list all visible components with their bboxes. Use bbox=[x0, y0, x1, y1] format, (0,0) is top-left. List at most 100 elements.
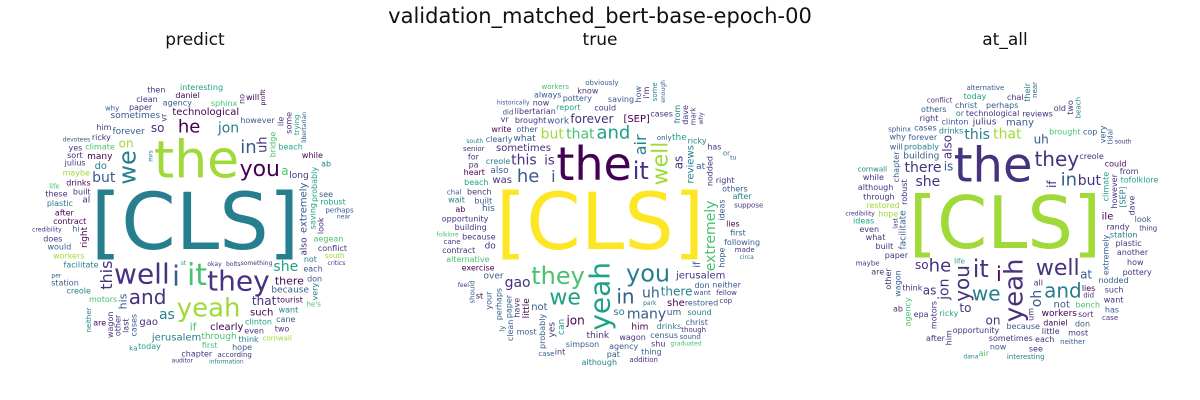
cloud-word: tofolklore bbox=[1121, 175, 1159, 184]
cloud-word: what bbox=[866, 233, 886, 242]
cloud-word: tu bbox=[730, 154, 736, 161]
cloud-word: restored bbox=[866, 201, 899, 210]
cloud-word: there bbox=[275, 274, 304, 287]
cloud-word: life bbox=[49, 182, 60, 190]
cloud-word: why bbox=[698, 112, 705, 125]
cloud-word: tourist bbox=[277, 296, 303, 305]
cloud-word: sort bbox=[67, 151, 83, 160]
cloud-word: according bbox=[218, 351, 252, 359]
cloud-word: vr bbox=[159, 113, 168, 122]
cloud-word: wait bbox=[448, 196, 465, 205]
wordcloud-panel-at-all: at_all [CLS] the yeah it well they i you we and in… bbox=[825, 30, 1185, 400]
cloud-word: the bbox=[954, 137, 1033, 193]
cloud-word: st bbox=[476, 292, 483, 301]
cloud-word: don bbox=[307, 275, 322, 284]
cloud-word: but bbox=[541, 127, 565, 143]
cloud-word: sound bbox=[687, 308, 711, 317]
cloud-word: perhaps bbox=[986, 101, 1018, 110]
cloud-word: climate bbox=[85, 143, 115, 152]
cloud-word: also bbox=[299, 237, 309, 256]
cloud-word: also bbox=[490, 166, 509, 176]
cloud-word: want bbox=[694, 289, 711, 297]
cloud-word: nodded bbox=[1098, 276, 1128, 285]
cloud-word: a bbox=[281, 164, 288, 178]
cloud-word: write bbox=[491, 125, 511, 134]
cloud-word: is bbox=[544, 153, 555, 168]
cloud-word: this bbox=[97, 261, 116, 290]
cloud-word: him bbox=[631, 323, 648, 333]
cloud-word: he bbox=[178, 116, 200, 137]
cloud-word: south bbox=[466, 138, 483, 145]
cloud-word: drinks bbox=[939, 126, 963, 135]
cloud-word: see bbox=[1029, 344, 1043, 353]
cloud-word: many bbox=[1006, 118, 1034, 129]
cloud-word: was bbox=[492, 175, 512, 186]
cloud-word: you bbox=[240, 157, 280, 182]
cloud-word: that bbox=[993, 127, 1022, 143]
cloud-word: shu bbox=[651, 340, 665, 349]
cloud-word: so bbox=[915, 258, 929, 272]
cloud-word: your bbox=[485, 291, 494, 310]
cloud-word: extremely bbox=[299, 182, 310, 233]
cloud-word: yeah bbox=[177, 293, 241, 323]
cloud-word: chal bbox=[1007, 93, 1024, 102]
cloud-word: will bbox=[890, 143, 903, 152]
cloud-word: hope bbox=[717, 248, 726, 268]
cloud-word: cane bbox=[444, 238, 461, 246]
cloud-word: he's bbox=[307, 301, 322, 309]
cloud-word: first bbox=[202, 341, 218, 350]
cloud-word: heart bbox=[464, 168, 485, 177]
cloud-word: devotees bbox=[63, 137, 91, 144]
cloud-word: can bbox=[557, 319, 567, 335]
cloud-word: epa bbox=[914, 310, 929, 319]
cloud-word: made bbox=[735, 246, 755, 254]
cloud-word: such bbox=[250, 307, 273, 318]
cloud-word: if bbox=[190, 320, 198, 333]
cloud-word: on bbox=[986, 314, 1001, 328]
cloud-word: forever bbox=[908, 133, 937, 142]
cloud-word: oh bbox=[1029, 290, 1045, 307]
cloud-word: randy bbox=[1106, 223, 1129, 232]
cloud-word: sometimes bbox=[989, 334, 1033, 343]
cloud-word: hope bbox=[878, 210, 898, 219]
cloud-word: neither bbox=[712, 281, 741, 290]
cloud-word: little bbox=[522, 298, 532, 319]
cloud-word: they bbox=[531, 262, 585, 290]
cloud-word: per bbox=[51, 273, 62, 280]
cloud-word: plastic bbox=[1116, 239, 1142, 248]
cloud-word: exercise bbox=[462, 263, 495, 272]
cloud-word: reviews bbox=[1022, 109, 1053, 118]
cloud-word: opportunity bbox=[953, 326, 1000, 335]
cloud-word: cornwall bbox=[263, 335, 292, 343]
cloud-word: have bbox=[512, 298, 521, 318]
cloud-word: bridge bbox=[269, 132, 278, 158]
cloud-word: nodded bbox=[705, 156, 714, 186]
cloud-word: why bbox=[890, 133, 907, 142]
cloud-word: in bbox=[240, 137, 256, 158]
cloud-word: that bbox=[566, 126, 595, 142]
cloud-word: right bbox=[920, 114, 939, 123]
cloud-word: then bbox=[147, 86, 165, 95]
cloud-word: building bbox=[455, 223, 487, 232]
cloud-word: graduated bbox=[671, 341, 702, 348]
cloud-word: paper bbox=[885, 251, 909, 260]
cloud-word: lies bbox=[1082, 284, 1096, 293]
cloud-word: drinks bbox=[66, 178, 90, 187]
cloud-word: has bbox=[707, 143, 721, 152]
cloud-word: not bbox=[304, 255, 317, 264]
cloud-word: beach bbox=[464, 178, 488, 187]
cloud-word: plastic bbox=[47, 199, 73, 208]
cloud-word: maybe bbox=[63, 169, 91, 178]
cloud-word: ile bbox=[1102, 211, 1114, 222]
cloud-word: in bbox=[1061, 170, 1077, 191]
cloud-word: these bbox=[45, 190, 67, 199]
cloud-word: ideas bbox=[853, 216, 874, 225]
cloud-word: other bbox=[114, 314, 123, 336]
cloud-word: how bbox=[1127, 258, 1144, 267]
cloud-word: jon bbox=[217, 120, 239, 136]
cloud-word: creole bbox=[486, 157, 511, 166]
cloud-word: for bbox=[468, 153, 480, 162]
cloud-word: neither bbox=[85, 307, 93, 332]
cloud-word: each bbox=[303, 265, 322, 274]
